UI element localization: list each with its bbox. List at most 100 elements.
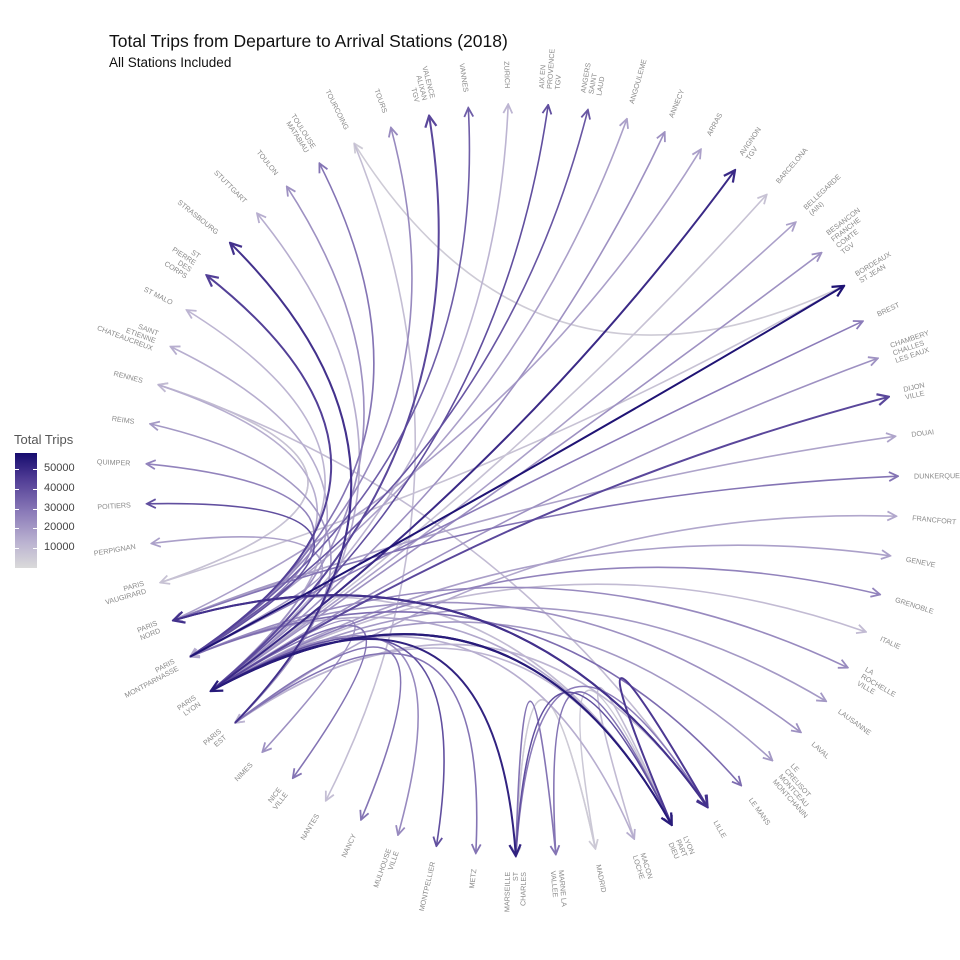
station-label-group: METZ [467,868,478,889]
trip-link [515,700,556,856]
station-label: MARSEILLE [502,872,512,913]
legend-tick-label: 10000 [44,541,75,554]
trip-link [147,504,315,658]
station-label: AIX EN [537,65,548,89]
station-label-group: MADRID [594,864,608,894]
trip-link [210,222,796,692]
station-label-group: DOUAI [911,427,935,439]
station-label: DUNKERQUE [914,471,960,480]
trip-link [579,689,672,849]
station-label: PROVENCE [545,48,557,89]
station-label: METZ [467,868,478,889]
trip-link [234,652,477,853]
station-label-group: NANCY [339,832,358,859]
trip-link [210,170,735,692]
trip-link [234,646,402,820]
station-label: NIMES [232,760,254,783]
trip-link [515,699,596,856]
station-label: ANGOULEME [627,58,649,105]
trip-link [150,424,332,724]
station-label: MONTPELLIER [417,861,437,912]
trip-link [553,691,672,855]
station-label: STUTTGART [212,168,249,205]
station-label: VALLEE [549,870,560,898]
station-label: VANNES [458,63,471,93]
station-label-group: BELLEGARDE(AIN) [801,172,842,217]
station-label-group: GRENOBLE [894,595,935,616]
trip-link [354,144,845,336]
station-label: LAUSANNE [836,707,873,737]
station-label: ZURICH [502,61,512,88]
station-label-group: LE MANS [747,796,773,827]
station-label-group: VANNES [458,63,471,93]
station-label: GRENOBLE [894,595,935,616]
station-label-group: NIMES [232,760,254,783]
station-label: ARRAS [705,111,725,137]
legend-tick-mark [15,528,19,530]
station-label: LAVAL [810,740,832,761]
trip-link [173,594,709,808]
station-label: MONTPARNASSE [123,664,180,700]
station-label: LA [863,665,875,677]
legend-tick-mark [15,548,19,550]
legend-tick-mark [33,488,37,490]
station-label-group: STUTTGART [212,168,249,205]
station-label-group: ST MALO [142,285,174,307]
trip-link [158,383,309,583]
trip-link [210,105,548,692]
station-label: MADRID [594,864,608,894]
trip-link [210,132,665,692]
station-label-group: LILLE [711,819,728,840]
legend-tick-mark [33,528,37,530]
station-label-group: LAVAL [810,740,832,761]
links-layer [146,104,898,856]
trip-link [173,571,323,658]
station-label: SAINT [586,72,599,95]
station-label: LAUD [594,76,606,96]
legend-tick-mark [15,488,19,490]
station-label-group: PERPIGNAN [93,542,136,558]
station-label-group: DUNKERQUE [914,471,960,480]
station-label-group: BARCELONA [774,146,810,186]
station-label: TOULON [255,148,281,177]
station-label: DOUAI [911,427,935,439]
trip-link [515,685,708,856]
station-label-group: TOULON [255,148,281,177]
station-label-group: ANNECY [667,88,687,119]
station-label: TOURCOING [323,88,351,132]
trip-link [189,286,844,658]
station-label: LILLE [711,819,728,840]
station-label-group: TOURCOING [323,88,351,132]
legend-tick-mark [33,508,37,510]
trip-link [326,143,417,801]
trip-link [235,643,709,808]
station-label-group: STRASBOURG [176,198,221,237]
legend-title: Total Trips [14,432,74,447]
station-label: TGV [409,87,421,104]
station-label: NANCY [339,832,358,859]
station-label-group: MONTPELLIER [417,861,437,912]
legend-tick-mark [15,508,19,510]
station-label: POITIERS [97,500,131,511]
chart-subtitle: All Stations Included [109,55,232,70]
station-label: BREST [875,300,901,319]
station-label-group: FRANCFORT [912,513,957,526]
trip-link [618,677,708,826]
station-label-group: BREST [875,300,901,319]
station-label-group: RENNES [113,369,144,385]
station-label: TOURS [372,88,389,115]
station-label-group: ZURICH [502,61,512,88]
